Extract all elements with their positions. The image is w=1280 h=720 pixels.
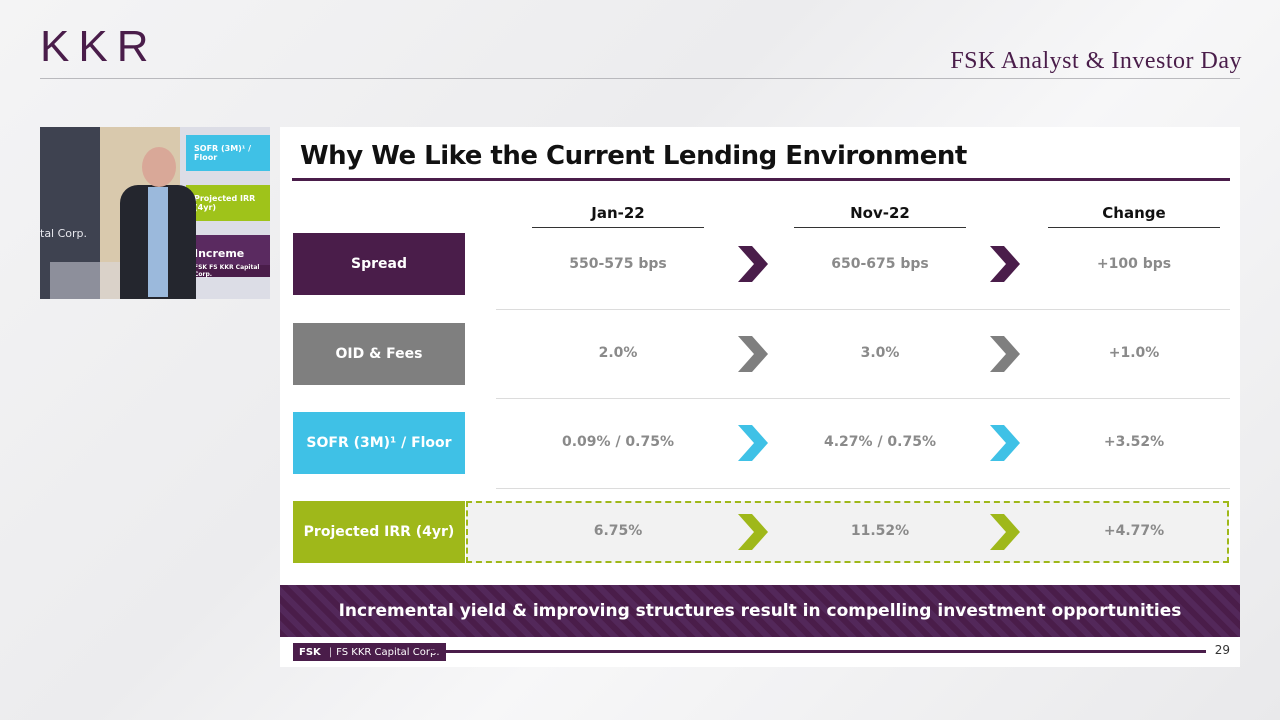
video-slide-panel-irr: Projected IRR (4yr): [186, 185, 270, 221]
column-header-label: Change: [1102, 204, 1166, 222]
column-underline: [532, 227, 704, 228]
footer-company: FS KKR Capital Corp.: [336, 646, 440, 658]
speaker-video[interactable]: tal Corp. SOFR (3M)¹ / Floor Projected I…: [40, 127, 270, 299]
column-header-nov: Nov-22: [794, 204, 966, 228]
row-label-oid-fees: OID & Fees: [293, 323, 465, 385]
event-title: FSK Analyst & Investor Day: [950, 48, 1242, 74]
fsk-footer-badge: FSK | FS KKR Capital Corp.: [293, 643, 446, 661]
presentation-slide: Why We Like the Current Lending Environm…: [280, 127, 1240, 667]
column-header-label: Nov-22: [850, 204, 910, 222]
page-number: 29: [1214, 643, 1230, 657]
video-side-text: tal Corp.: [40, 227, 88, 240]
chevron-right-icon: [990, 514, 1020, 550]
column-underline: [794, 227, 966, 228]
row-divider: [496, 398, 1230, 399]
column-header-change: Change: [1048, 204, 1220, 228]
oid-change-value: +1.0%: [1108, 345, 1160, 361]
irr-highlight-box: [466, 501, 1229, 563]
takeaway-banner: Incremental yield & improving structures…: [280, 585, 1240, 637]
sofr-nov-value: 4.27% / 0.75%: [824, 434, 936, 450]
row-divider: [496, 488, 1230, 489]
row-label-sofr-floor: SOFR (3M)¹ / Floor: [293, 412, 465, 474]
sofr-jan-value: 0.09% / 0.75%: [562, 434, 674, 450]
chevron-right-icon: [990, 246, 1020, 282]
row-label-projected-irr: Projected IRR (4yr): [293, 501, 465, 563]
chevron-right-icon: [990, 336, 1020, 372]
chevron-right-icon: [738, 514, 768, 550]
sofr-change-value: +3.52%: [1103, 434, 1165, 450]
kkr-logo: KKR: [40, 22, 158, 71]
irr-jan-value: 6.75%: [593, 523, 643, 539]
column-underline: [1048, 227, 1220, 228]
irr-nov-value: 11.52%: [850, 523, 910, 539]
spread-change-value: +100 bps: [1096, 256, 1172, 272]
video-slide-panel-footer: FSK FS KKR Capital Corp.: [186, 264, 270, 278]
spread-jan-value: 550-575 bps: [569, 256, 667, 272]
column-header-jan: Jan-22: [532, 204, 704, 228]
spread-nov-value: 650-675 bps: [831, 256, 929, 272]
video-slide-panel-sofr: SOFR (3M)¹ / Floor: [186, 135, 270, 171]
speaker: [120, 147, 196, 299]
footer-divider: [430, 650, 1206, 653]
footer-fsk: FSK: [299, 646, 321, 658]
chevron-right-icon: [738, 425, 768, 461]
row-label-spread: Spread: [293, 233, 465, 295]
oid-nov-value: 3.0%: [860, 345, 900, 361]
irr-change-value: +4.77%: [1103, 523, 1165, 539]
column-header-label: Jan-22: [591, 204, 645, 222]
title-divider: [292, 178, 1230, 181]
chevron-right-icon: [990, 425, 1020, 461]
slide-title: Why We Like the Current Lending Environm…: [300, 141, 967, 171]
oid-jan-value: 2.0%: [598, 345, 638, 361]
chevron-right-icon: [738, 246, 768, 282]
header-divider: [40, 78, 1240, 79]
chevron-right-icon: [738, 336, 768, 372]
speaker-head: [142, 147, 176, 187]
footer-separator: |: [328, 646, 333, 658]
speaker-shirt: [148, 187, 168, 297]
row-divider: [496, 309, 1230, 310]
